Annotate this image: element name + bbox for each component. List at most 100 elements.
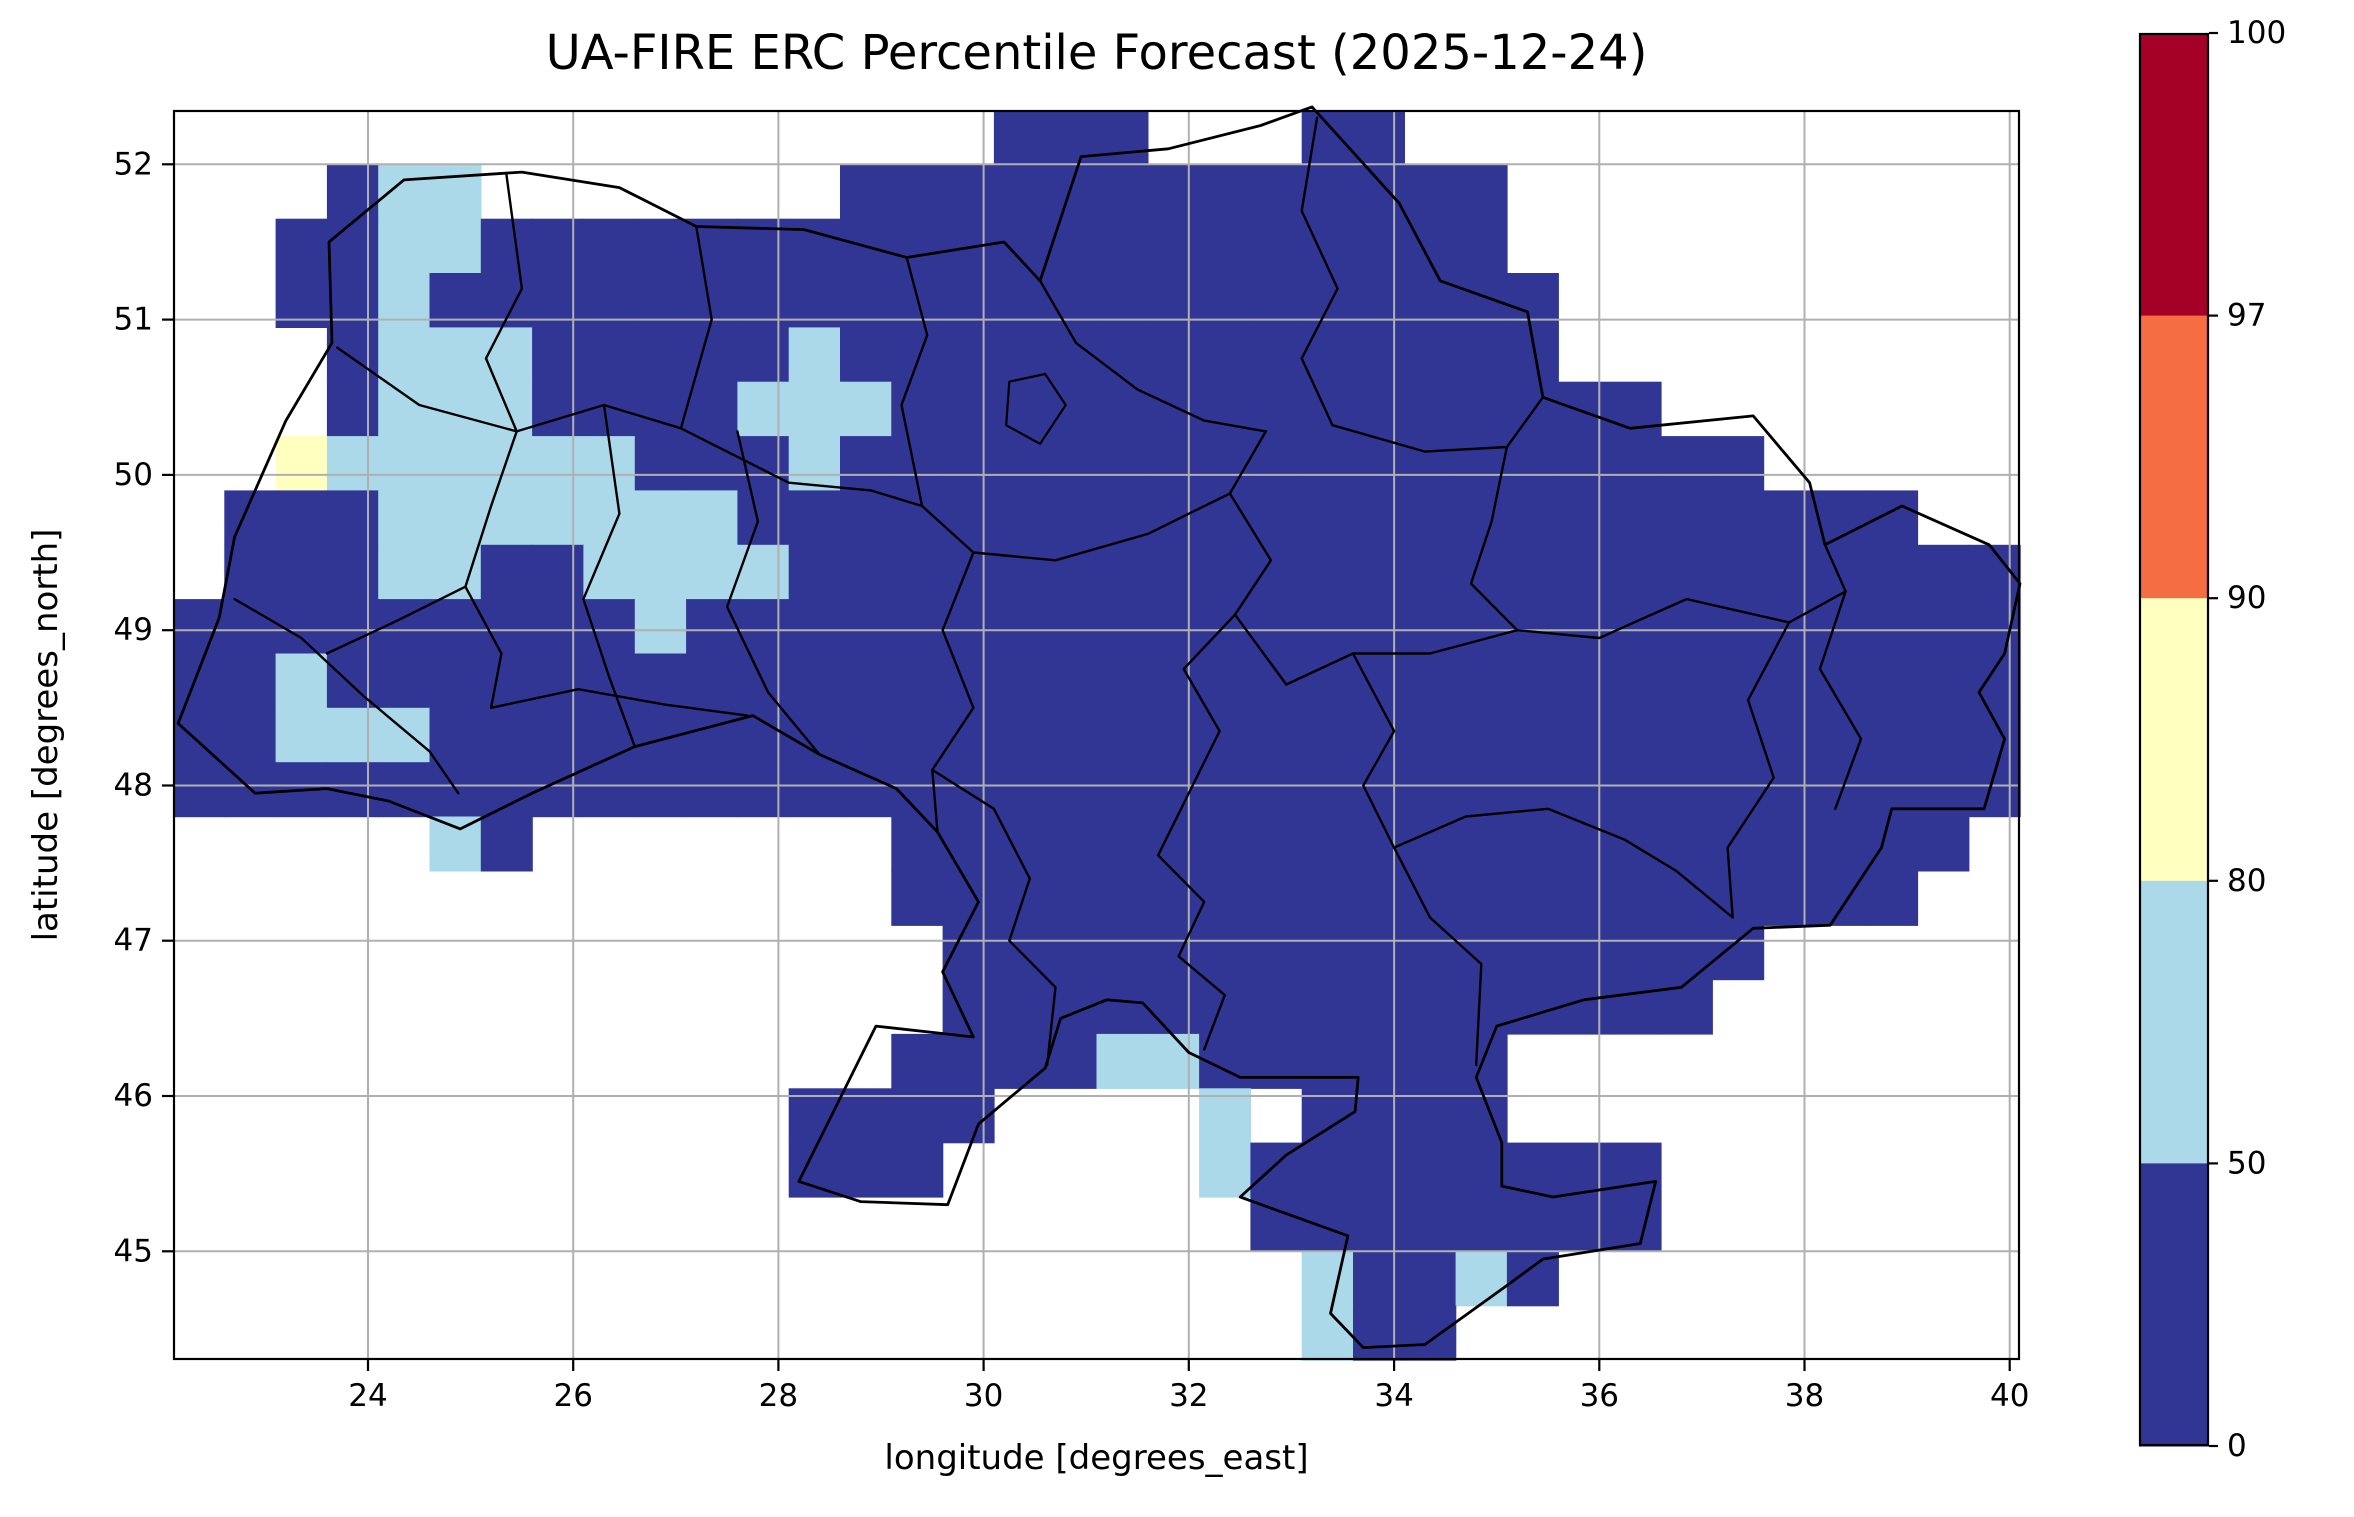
heatmap-cell — [993, 762, 1046, 818]
x-tick-label: 26 — [553, 1378, 592, 1414]
y-tick-label: 52 — [114, 146, 153, 182]
oblast-border — [1516, 543, 1847, 640]
heatmap-cell — [1096, 925, 1149, 981]
heatmap-cell — [275, 544, 328, 600]
heatmap-cell — [583, 762, 636, 818]
heatmap-cell — [1506, 599, 1559, 655]
heatmap-cell — [1609, 490, 1662, 546]
heatmap-cell — [891, 870, 944, 926]
y-tick-label: 49 — [114, 612, 153, 648]
colorbar-tick-label: 50 — [2227, 1145, 2266, 1181]
heatmap-cell — [993, 653, 1046, 709]
oblast-border — [920, 504, 975, 834]
heatmap-cell — [1917, 816, 1970, 872]
heatmap-cell — [532, 653, 585, 709]
heatmap-cell — [1404, 1305, 1457, 1361]
heatmap-cell — [1866, 816, 1919, 872]
y-tick-label: 50 — [114, 457, 153, 493]
heatmap-cell — [1096, 979, 1149, 1035]
heatmap-cell — [532, 327, 585, 383]
heatmap-cell — [1455, 1197, 1508, 1252]
heatmap-cell — [1353, 925, 1405, 981]
heatmap-cell — [942, 436, 995, 492]
country-border — [176, 105, 2022, 1349]
heatmap-cell — [1866, 599, 1919, 655]
heatmap-cell — [1301, 979, 1354, 1035]
heatmap-cell — [1660, 707, 1713, 763]
y-tick-label: 47 — [114, 923, 153, 959]
heatmap-cell — [1250, 1033, 1303, 1089]
heatmap-cell — [1917, 599, 1970, 655]
heatmap-cell — [1660, 925, 1713, 981]
heatmap-cell — [1199, 653, 1252, 709]
heatmap-cell — [275, 490, 328, 546]
heatmap-cell — [173, 762, 225, 818]
oblast-border — [1392, 846, 1483, 1067]
heatmap-cell — [1147, 762, 1200, 818]
heatmap-cell — [788, 599, 841, 655]
heatmap-cell — [840, 1142, 892, 1198]
heatmap-cell — [788, 707, 841, 763]
heatmap-cell — [788, 218, 841, 274]
heatmap-cell — [378, 544, 431, 600]
heatmap-cell — [1353, 707, 1405, 763]
heatmap-cell — [429, 599, 482, 655]
heatmap-cell — [634, 762, 687, 818]
heatmap-cell — [1250, 544, 1303, 600]
heatmap-cell — [840, 490, 892, 546]
heatmap-cell — [1301, 544, 1354, 600]
heatmap-cell — [326, 436, 379, 492]
heatmap-cell — [1455, 762, 1508, 818]
heatmap-cell — [1301, 1251, 1354, 1307]
heatmap-cell — [532, 381, 585, 437]
heatmap-cell — [1404, 1251, 1457, 1307]
heatmap-cell — [429, 218, 482, 274]
heatmap-cell — [1353, 1251, 1405, 1307]
heatmap-cell — [1096, 762, 1149, 818]
colorbar-tick-label: 0 — [2227, 1428, 2247, 1464]
heatmap-cell — [1301, 327, 1354, 383]
heatmap-cell — [942, 1033, 995, 1089]
heatmap-cell — [993, 327, 1046, 383]
heatmap-cell — [840, 327, 892, 383]
oblast-border — [1331, 396, 1545, 453]
y-tick-label: 51 — [114, 302, 153, 338]
colorbar-tick-label: 100 — [2227, 15, 2286, 51]
heatmap-cell — [840, 707, 892, 763]
heatmap-cell — [326, 707, 379, 763]
heatmap-cell — [1609, 979, 1662, 1035]
heatmap-cell — [1506, 816, 1559, 872]
heatmap-cell — [1609, 870, 1662, 926]
heatmap-cell — [1506, 653, 1559, 709]
heatmap-cell — [1353, 544, 1405, 600]
heatmap-cell — [993, 1033, 1046, 1089]
heatmap-cell — [1250, 164, 1303, 220]
heatmap-cell — [1558, 381, 1611, 437]
heatmap-cell — [1404, 1197, 1457, 1252]
heatmap-cell — [1353, 1142, 1405, 1198]
heatmap-cell — [686, 327, 739, 383]
heatmap-cell — [1763, 816, 1816, 872]
heatmap-cell — [891, 816, 944, 872]
heatmap-cell — [1814, 816, 1867, 872]
x-axis-label: longitude [degrees_east] — [884, 1438, 1309, 1478]
heatmap-cell — [1712, 599, 1765, 655]
heatmap-cell — [1353, 218, 1405, 274]
heatmap-cell — [1404, 1033, 1457, 1089]
heatmap-cell — [1250, 816, 1303, 872]
x-tick-label: 40 — [1990, 1378, 2029, 1414]
heatmap-cell — [1506, 544, 1559, 600]
heatmap-cell — [326, 544, 379, 600]
x-tick-label: 36 — [1580, 1378, 1619, 1414]
heatmap-cell — [1199, 762, 1252, 818]
oblast-border — [900, 256, 929, 508]
heatmap-cell — [1455, 707, 1508, 763]
heatmap-cell — [1404, 1142, 1457, 1198]
heatmap-cell — [1712, 816, 1765, 872]
heatmap-cell — [429, 653, 482, 709]
oblast-border — [972, 430, 1267, 562]
colorbar-segment — [2139, 1163, 2209, 1447]
heatmap-cell — [1250, 762, 1303, 818]
heatmap-cell — [429, 707, 482, 763]
heatmap-cell — [993, 870, 1046, 926]
